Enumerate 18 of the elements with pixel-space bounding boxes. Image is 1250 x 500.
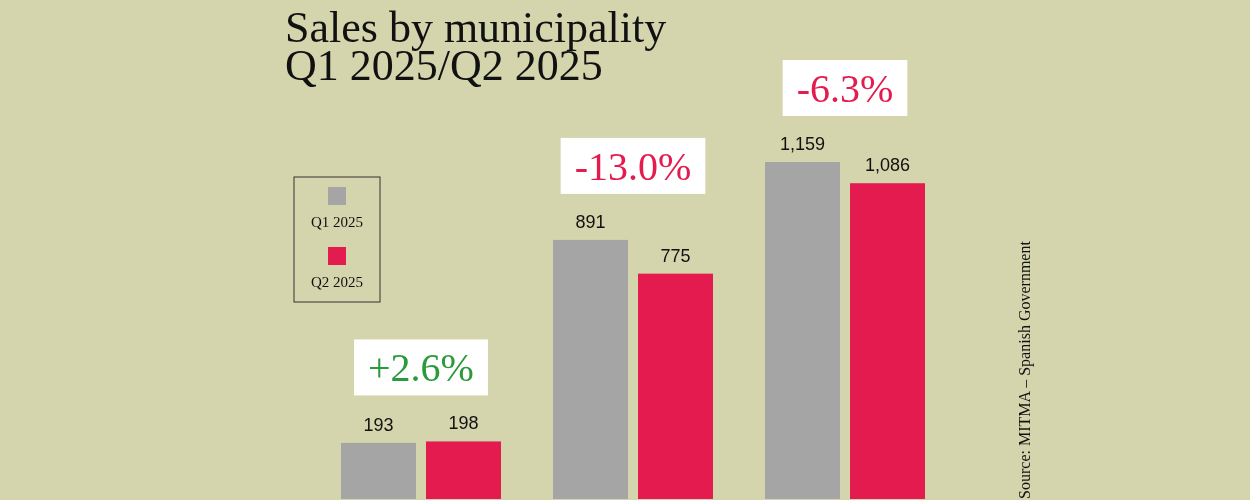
annotation: -13.0% [574,143,692,189]
data-label: 1,086 [864,155,911,176]
legend-label: Q2 2025 [310,274,364,290]
annotation: +2.6% [368,345,474,391]
data-label: 775 [660,245,691,266]
bar [850,183,925,499]
source-note: Source: MITMA – Spanish Government [1016,240,1034,499]
legend-label: Q1 2025 [310,214,364,230]
bar [638,273,713,499]
data-label: 1,159 [779,134,826,154]
text: -6.3% [796,66,894,111]
data-label: 891 [575,211,606,232]
data-label: 198 [448,413,479,434]
bar [426,441,501,499]
bar [765,162,840,499]
bar [341,442,416,499]
data-label: 193 [363,414,394,435]
bar [553,239,628,499]
